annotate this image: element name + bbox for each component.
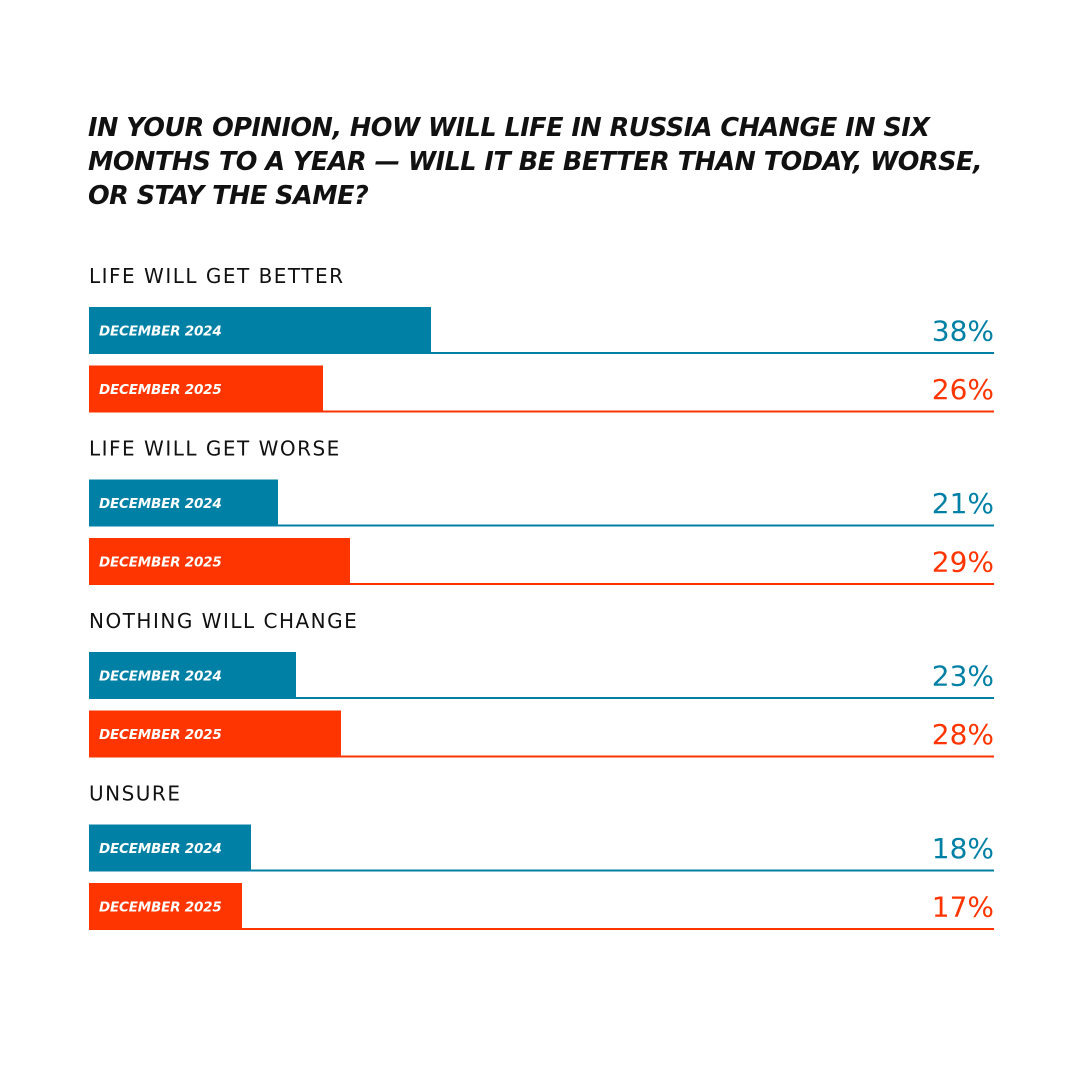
category-label-life-will-get-worse: LIFE WILL GET WORSE	[89, 437, 341, 461]
value-label-life-will-get-better-december-2025: 26%	[932, 373, 994, 406]
track-line-nothing-will-change-december-2025	[89, 755, 994, 758]
track-line-unsure-december-2024	[89, 869, 994, 872]
series-label-unsure-december-2025: DECEMBER 2025	[99, 900, 222, 916]
series-label-life-will-get-better-december-2024: DECEMBER 2024	[99, 324, 222, 340]
series-label-nothing-will-change-december-2024: DECEMBER 2024	[99, 669, 222, 685]
series-label-nothing-will-change-december-2025: DECEMBER 2025	[99, 727, 222, 743]
series-label-life-will-get-worse-december-2024: DECEMBER 2024	[99, 496, 222, 512]
category-label-nothing-will-change: NOTHING WILL CHANGE	[89, 609, 358, 633]
bar-nothing-will-change-december-2025	[89, 710, 341, 758]
track-line-nothing-will-change-december-2024	[89, 697, 994, 699]
track-line-life-will-get-better-december-2025	[89, 410, 994, 413]
track-line-unsure-december-2025	[89, 928, 994, 930]
track-line-life-will-get-worse-december-2025	[89, 583, 994, 585]
bar-unsure-december-2024	[89, 824, 251, 872]
track-line-life-will-get-better-december-2024	[89, 352, 994, 354]
value-label-nothing-will-change-december-2024: 23%	[932, 660, 994, 693]
series-label-life-will-get-worse-december-2025: DECEMBER 2025	[99, 555, 222, 571]
bar-life-will-get-worse-december-2024	[89, 479, 278, 527]
value-label-life-will-get-worse-december-2025: 29%	[932, 546, 994, 579]
bar-unsure-december-2025	[89, 883, 242, 930]
track-line-life-will-get-worse-december-2024	[89, 524, 994, 527]
bar-nothing-will-change-december-2024	[89, 652, 296, 699]
bar-life-will-get-better-december-2025	[89, 365, 323, 413]
value-label-life-will-get-worse-december-2024: 21%	[932, 487, 994, 520]
value-label-nothing-will-change-december-2025: 28%	[932, 718, 994, 751]
category-label-life-will-get-better: LIFE WILL GET BETTER	[89, 264, 345, 288]
value-label-unsure-december-2025: 17%	[932, 891, 994, 924]
bar-life-will-get-worse-december-2025	[89, 538, 350, 585]
value-label-unsure-december-2024: 18%	[932, 832, 994, 865]
chart-title: In your opinion, how will life in Russia…	[88, 113, 983, 211]
bar-life-will-get-better-december-2024	[89, 307, 431, 354]
category-label-unsure: UNSURE	[89, 782, 181, 806]
series-label-unsure-december-2024: DECEMBER 2024	[99, 841, 222, 857]
value-label-life-will-get-better-december-2024: 38%	[932, 315, 994, 348]
series-label-life-will-get-better-december-2025: DECEMBER 2025	[99, 382, 222, 398]
